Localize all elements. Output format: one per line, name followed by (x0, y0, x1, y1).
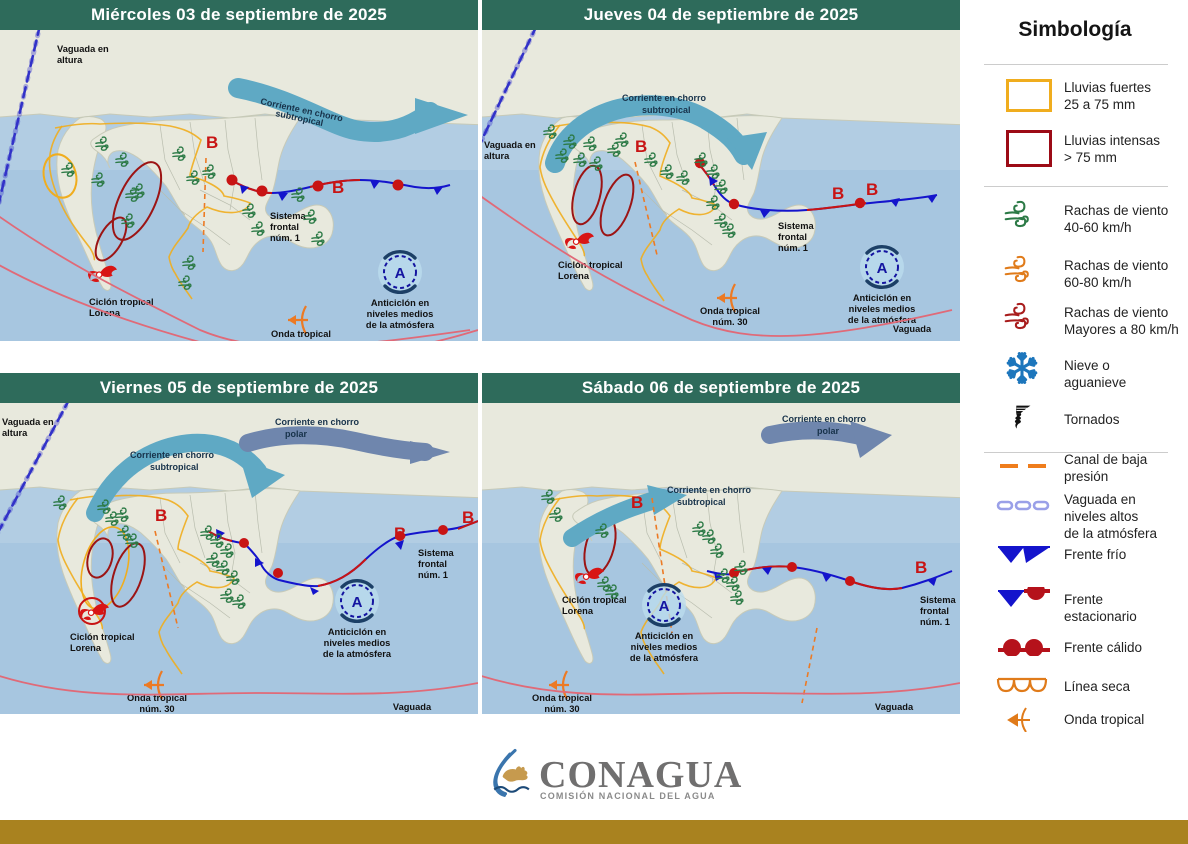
svg-text:B: B (462, 508, 474, 527)
svg-text:núm. 30: núm. 30 (139, 704, 174, 714)
svg-text:B: B (332, 178, 344, 197)
svg-text:niveles medios: niveles medios (367, 309, 434, 319)
svg-text:A: A (395, 265, 406, 282)
svg-text:Corriente en chorro: Corriente en chorro (782, 414, 867, 424)
svg-text:B: B (635, 137, 647, 156)
svg-text:frontal: frontal (270, 222, 299, 232)
svg-text:Lorena: Lorena (562, 606, 594, 616)
svg-text:Vaguada en: Vaguada en (2, 417, 54, 427)
svg-text:núm. 1: núm. 1 (418, 570, 448, 580)
svg-text:polar: polar (285, 429, 308, 439)
svg-text:núm. 30: núm. 30 (544, 704, 579, 714)
svg-text:Anticiclón en: Anticiclón en (635, 631, 694, 641)
svg-text:niveles medios: niveles medios (324, 638, 391, 648)
svg-text:B: B (915, 558, 927, 577)
svg-text:B: B (394, 524, 406, 543)
svg-text:Lorena: Lorena (558, 271, 590, 281)
svg-text:Corriente en chorro: Corriente en chorro (130, 450, 215, 460)
svg-text:núm. 1: núm. 1 (270, 233, 300, 243)
svg-text:B: B (206, 133, 218, 152)
svg-text:Onda tropical: Onda tropical (271, 329, 331, 339)
svg-text:altura: altura (484, 151, 510, 161)
svg-text:Vaguada en: Vaguada en (484, 140, 536, 150)
svg-text:frontal: frontal (418, 559, 447, 569)
svg-text:núm. 1: núm. 1 (778, 243, 808, 253)
svg-text:niveles medios: niveles medios (849, 304, 916, 314)
svg-text:Corriente en chorro: Corriente en chorro (275, 417, 360, 427)
svg-text:núm. 30: núm. 30 (283, 340, 318, 341)
svg-text:de la atmósfera: de la atmósfera (630, 653, 699, 663)
svg-text:monzónica: monzónica (870, 713, 919, 714)
svg-text:Anticiclón en: Anticiclón en (853, 293, 912, 303)
svg-text:subtropical: subtropical (150, 462, 199, 472)
svg-text:Vaguada: Vaguada (875, 702, 914, 712)
svg-text:A: A (877, 260, 888, 277)
svg-text:Sistema: Sistema (920, 595, 956, 605)
svg-text:A: A (659, 598, 670, 615)
svg-text:Onda tropical: Onda tropical (700, 306, 760, 316)
svg-text:B: B (866, 180, 878, 199)
svg-text:Sistema: Sistema (270, 211, 306, 221)
svg-text:A: A (352, 594, 363, 611)
svg-text:altura: altura (57, 55, 83, 65)
svg-text:frontal: frontal (920, 606, 949, 616)
svg-text:Anticiclón en: Anticiclón en (371, 298, 430, 308)
svg-text:B: B (155, 506, 167, 525)
svg-text:B: B (631, 493, 643, 512)
svg-text:Vaguada: Vaguada (393, 702, 432, 712)
svg-text:subtropical: subtropical (677, 497, 726, 507)
svg-text:Ciclón tropical: Ciclón tropical (70, 632, 135, 642)
svg-text:B: B (832, 184, 844, 203)
svg-text:monzónica: monzónica (388, 713, 437, 714)
svg-text:subtropical: subtropical (642, 105, 691, 115)
svg-text:Corriente en chorro: Corriente en chorro (667, 485, 752, 495)
svg-text:Vaguada en: Vaguada en (57, 44, 109, 54)
svg-text:Lorena: Lorena (70, 643, 102, 653)
svg-text:Sistema: Sistema (418, 548, 454, 558)
svg-text:de la atmósfera: de la atmósfera (323, 649, 392, 659)
svg-text:Sistema: Sistema (778, 221, 814, 231)
svg-text:Corriente en chorro: Corriente en chorro (622, 93, 707, 103)
svg-text:núm. 30: núm. 30 (712, 317, 747, 327)
svg-text:Vaguada: Vaguada (893, 324, 932, 334)
svg-text:núm. 1: núm. 1 (920, 617, 950, 627)
svg-text:Anticiclón en: Anticiclón en (328, 627, 387, 637)
svg-text:de la atmósfera: de la atmósfera (366, 320, 435, 330)
svg-text:polar: polar (817, 426, 840, 436)
svg-text:frontal: frontal (778, 232, 807, 242)
svg-text:altura: altura (2, 428, 28, 438)
svg-text:Onda tropical: Onda tropical (532, 693, 592, 703)
svg-text:niveles medios: niveles medios (631, 642, 698, 652)
